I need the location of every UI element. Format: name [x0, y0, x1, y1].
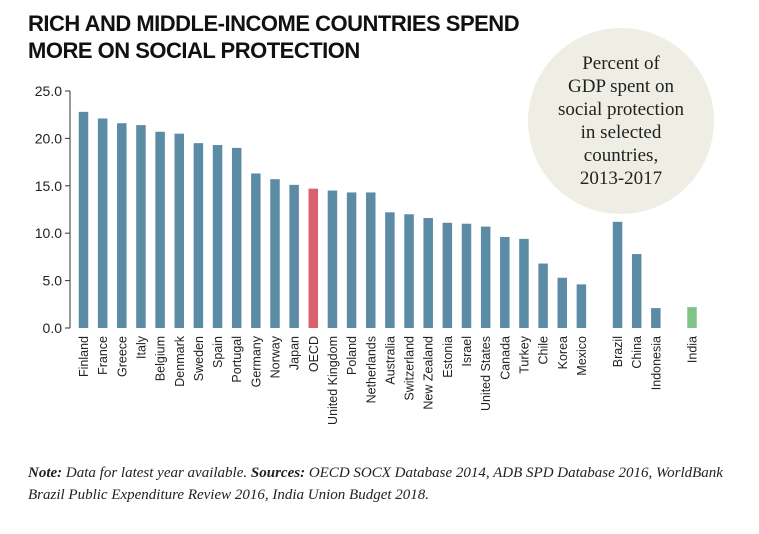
description-line: countries, [583, 145, 659, 166]
bar [78, 111, 89, 328]
bar [404, 214, 414, 328]
x-tick-label: Switzerland [403, 336, 417, 401]
x-tick-label: United States [479, 336, 493, 411]
bar [631, 254, 642, 328]
bar [500, 236, 510, 328]
x-tick-label: United Kingdom [326, 336, 340, 425]
x-tick-label: Italy [134, 335, 148, 359]
bar [346, 192, 357, 328]
y-tick-label: 25.0 [35, 83, 62, 99]
x-tick-label: Japan [288, 336, 302, 370]
y-tick-label: 15.0 [35, 178, 62, 194]
x-tick-label: China [630, 336, 644, 369]
description-line: social protection [557, 99, 685, 120]
sources-label: Sources: [250, 465, 306, 481]
x-tick-label: New Zealand [422, 336, 436, 410]
bar [193, 143, 204, 328]
bar [155, 131, 165, 328]
bar [538, 263, 548, 328]
x-tick-label: Norway [269, 335, 283, 378]
y-tick-label: 0.0 [43, 320, 63, 336]
bar [136, 125, 146, 328]
x-tick-label: Chile [537, 336, 551, 365]
x-tick-label: Australia [383, 336, 397, 385]
y-tick-label: 5.0 [43, 273, 63, 289]
y-tick-label: 10.0 [35, 225, 62, 241]
y-tick-label: 20.0 [35, 130, 62, 146]
x-tick-label: Israel [460, 336, 474, 367]
bar [385, 212, 395, 328]
description-line: Percent of [582, 53, 660, 74]
x-tick-label: Canada [498, 336, 512, 380]
x-tick-label: Spain [211, 336, 225, 368]
bar [270, 179, 280, 328]
bar [612, 221, 623, 328]
x-tick-label: Mexico [575, 336, 589, 376]
bar [442, 222, 453, 328]
x-tick-label: Turkey [517, 335, 531, 373]
description-line: in selected [580, 122, 662, 143]
bar [461, 223, 472, 328]
x-tick-label: Finland [77, 336, 91, 377]
chart-title: RICH AND MIDDLE-INCOME COUNTRIES SPEND M… [28, 10, 548, 64]
bar [117, 123, 127, 328]
x-tick-label: Korea [556, 336, 570, 369]
x-tick-label: Belgium [154, 336, 168, 381]
bar [251, 173, 261, 328]
chart-title-line-1: RICH AND MIDDLE-INCOME COUNTRIES SPEND [28, 11, 520, 36]
x-tick-label: France [96, 336, 110, 375]
bar [327, 190, 338, 328]
bar [576, 284, 587, 328]
x-tick-label: Estonia [441, 336, 455, 378]
x-tick-label: Netherlands [364, 336, 378, 403]
bar [651, 308, 661, 328]
x-tick-label: Brazil [611, 336, 625, 367]
bar [687, 307, 697, 328]
sources-text: OECD SOCX Database 2014, ADB SPD Databas… [28, 465, 723, 503]
bar [519, 238, 529, 328]
x-tick-label: Sweden [192, 336, 206, 381]
bar [212, 145, 223, 328]
bar-chart: 0.0 5.0 10.0 15.0 20.0 25.0 Finland France Greec… [35, 83, 700, 425]
bar [97, 118, 108, 329]
x-tick-label: OECD [307, 336, 321, 372]
description-text: Percent of GDP spent on social protectio… [546, 52, 696, 190]
note-text: Data for latest year available. [62, 465, 251, 481]
x-tick-label: Poland [345, 336, 359, 375]
bar [480, 226, 491, 328]
x-tick-label: India [686, 336, 700, 363]
note-label: Note: [28, 465, 63, 481]
bar [174, 133, 184, 328]
chart-title-line-2: MORE ON SOCIAL PROTECTION [28, 38, 360, 63]
x-tick-label: Portugal [230, 336, 244, 383]
x-tick-label: Germany [249, 335, 263, 387]
x-tick-label: Greece [115, 336, 129, 377]
bar [231, 147, 242, 328]
bar [557, 277, 567, 328]
source-note: Note: Data for latest year available. So… [28, 462, 748, 506]
description-bubble: Percent of GDP spent on social protectio… [528, 28, 714, 214]
bar [366, 192, 376, 328]
description-line: GDP spent on [568, 76, 674, 97]
x-tick-label: Indonesia [649, 336, 663, 390]
bar [289, 184, 299, 328]
description-line: 2013-2017 [579, 168, 663, 189]
x-tick-label: Denmark [173, 335, 187, 386]
bar [308, 188, 319, 328]
bar [423, 218, 433, 328]
